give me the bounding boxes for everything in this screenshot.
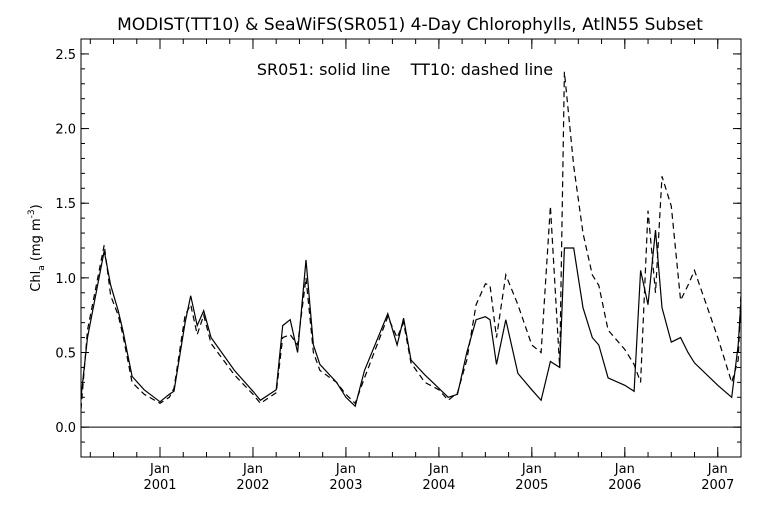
x-tick-month-label: Jan [707,462,728,477]
x-tick-month-label: Jan [428,462,449,477]
x-tick-month-label: Jan [614,462,635,477]
y-axis-label-sub: a [37,265,47,271]
y-tick-label: 0.5 [55,347,76,362]
chart-title: MODIST(TT10) & SeaWiFS(SR051) 4-Day Chlo… [117,15,703,35]
legend-annotation: SR051: solid line TT10: dashed line [257,60,553,79]
x-tick-month-label: Jan [149,462,170,477]
x-tick-year-label: 2006 [608,478,641,493]
y-axis-label-sup: -3 [27,209,37,218]
y-tick-label: 0.0 [55,421,76,436]
y-axis-label-unit: (mg m [29,218,44,265]
y-axis-label-close: ) [29,204,44,209]
x-tick-year-label: 2007 [701,478,734,493]
x-tick-year-label: 2005 [515,478,548,493]
y-axis-label-main: Chl [29,271,44,292]
y-tick-label: 2.0 [55,123,76,138]
plot-frame [80,38,742,458]
y-axis-label: Chla (mg m-3) [27,204,47,291]
y-axis: 0.0 0.5 1.0 1.5 2.0 2.5 [55,38,741,458]
y-tick-label: 1.5 [55,197,76,212]
y-tick-label: 2.5 [55,48,76,63]
x-axis: Jan2001Jan2002Jan2003Jan2004Jan2005Jan20… [89,39,742,493]
x-tick-year-label: 2003 [329,478,362,493]
plot-area: 0.00.51.01.52.02.5 Jan2001Jan2002Jan2003… [55,38,742,493]
series-line-tt10 [81,71,741,410]
x-tick-month-label: Jan [242,462,263,477]
x-tick-year-label: 2001 [143,478,176,493]
x-tick-year-label: 2002 [236,478,269,493]
x-tick-month-label: Jan [335,462,356,477]
x-tick-year-label: 2004 [422,478,455,493]
series-line-sr051 [81,230,741,408]
y-tick-label: 1.0 [55,272,76,287]
x-tick-month-label: Jan [521,462,542,477]
series-layer [81,71,741,410]
